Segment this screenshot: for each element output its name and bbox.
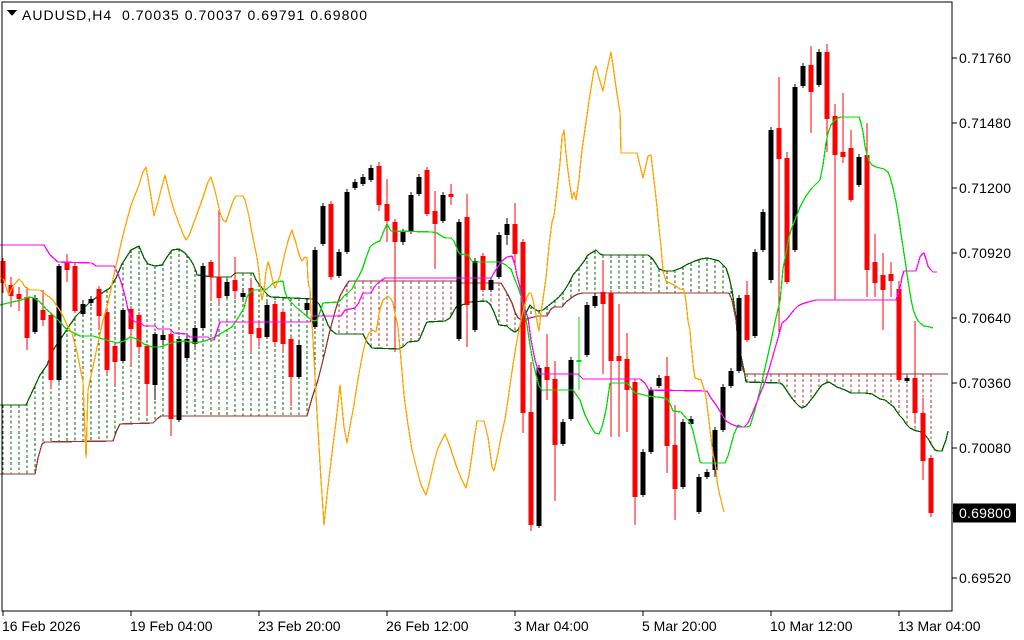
svg-text:AUDUSD,H4 0.70035 0.70037 0.6: AUDUSD,H4 0.70035 0.70037 0.69791 0.6980… [22, 7, 367, 23]
svg-text:23 Feb 20:00: 23 Feb 20:00 [258, 618, 341, 634]
svg-text:16 Feb 2026: 16 Feb 2026 [2, 618, 81, 634]
svg-text:0.69800: 0.69800 [959, 505, 1011, 521]
svg-text:10 Mar 12:00: 10 Mar 12:00 [770, 618, 853, 634]
svg-text:0.70920: 0.70920 [959, 245, 1011, 261]
svg-text:0.70080: 0.70080 [959, 440, 1011, 456]
svg-text:0.71760: 0.71760 [959, 50, 1011, 66]
svg-text:26 Feb 12:00: 26 Feb 12:00 [386, 618, 469, 634]
svg-text:0.70360: 0.70360 [959, 375, 1011, 391]
svg-text:3 Mar 04:00: 3 Mar 04:00 [514, 618, 589, 634]
svg-text:0.69520: 0.69520 [959, 570, 1011, 586]
svg-text:0.71480: 0.71480 [959, 115, 1011, 131]
svg-text:0.70640: 0.70640 [959, 310, 1011, 326]
svg-text:19 Feb 04:00: 19 Feb 04:00 [130, 618, 213, 634]
svg-text:0.71200: 0.71200 [959, 180, 1011, 196]
svg-text:13 Mar 04:00: 13 Mar 04:00 [898, 618, 981, 634]
svg-text:5 Mar 20:00: 5 Mar 20:00 [642, 618, 717, 634]
